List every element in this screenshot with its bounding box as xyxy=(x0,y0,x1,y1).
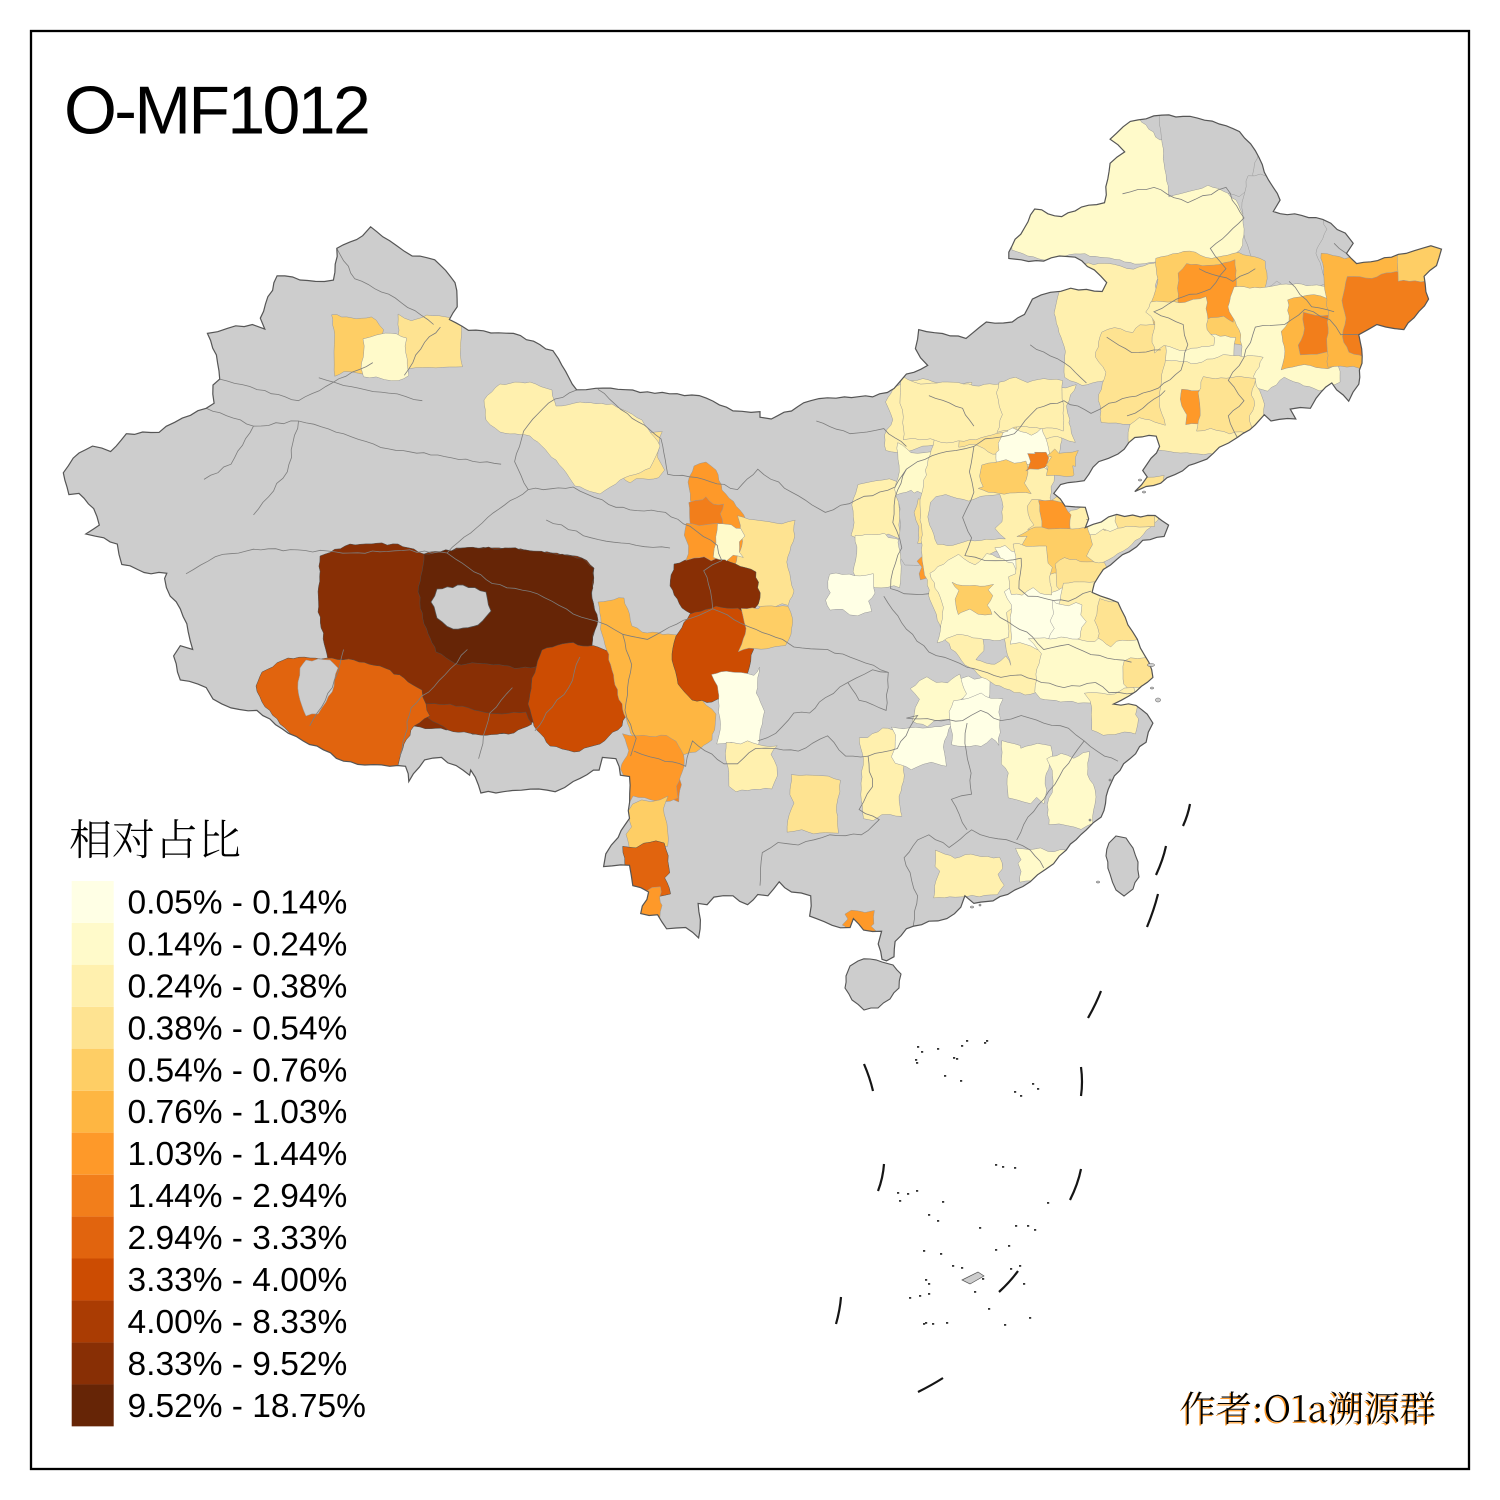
svg-text:0.54% - 0.76%: 0.54% - 0.76% xyxy=(128,1052,348,1089)
svg-text:4.00% - 8.33%: 4.00% - 8.33% xyxy=(128,1304,348,1341)
svg-text:0.14% - 0.24%: 0.14% - 0.24% xyxy=(128,926,348,963)
svg-text:1.44% - 2.94%: 1.44% - 2.94% xyxy=(128,1178,348,1215)
svg-text:0.24% - 0.38%: 0.24% - 0.38% xyxy=(128,968,348,1005)
svg-text:9.52% - 18.75%: 9.52% - 18.75% xyxy=(128,1388,366,1425)
svg-text:0.76% - 1.03%: 0.76% - 1.03% xyxy=(128,1094,348,1131)
svg-text:8.33% - 9.52%: 8.33% - 9.52% xyxy=(128,1346,348,1383)
svg-text:3.33% - 4.00%: 3.33% - 4.00% xyxy=(128,1262,348,1299)
svg-text:0.38% - 0.54%: 0.38% - 0.54% xyxy=(128,1010,348,1047)
svg-text:O-MF1012: O-MF1012 xyxy=(64,73,368,149)
svg-text:0.05% - 0.14%: 0.05% - 0.14% xyxy=(128,885,348,922)
svg-text:1.03% - 1.44%: 1.03% - 1.44% xyxy=(128,1136,348,1173)
svg-text:2.94% - 3.33%: 2.94% - 3.33% xyxy=(128,1220,348,1257)
